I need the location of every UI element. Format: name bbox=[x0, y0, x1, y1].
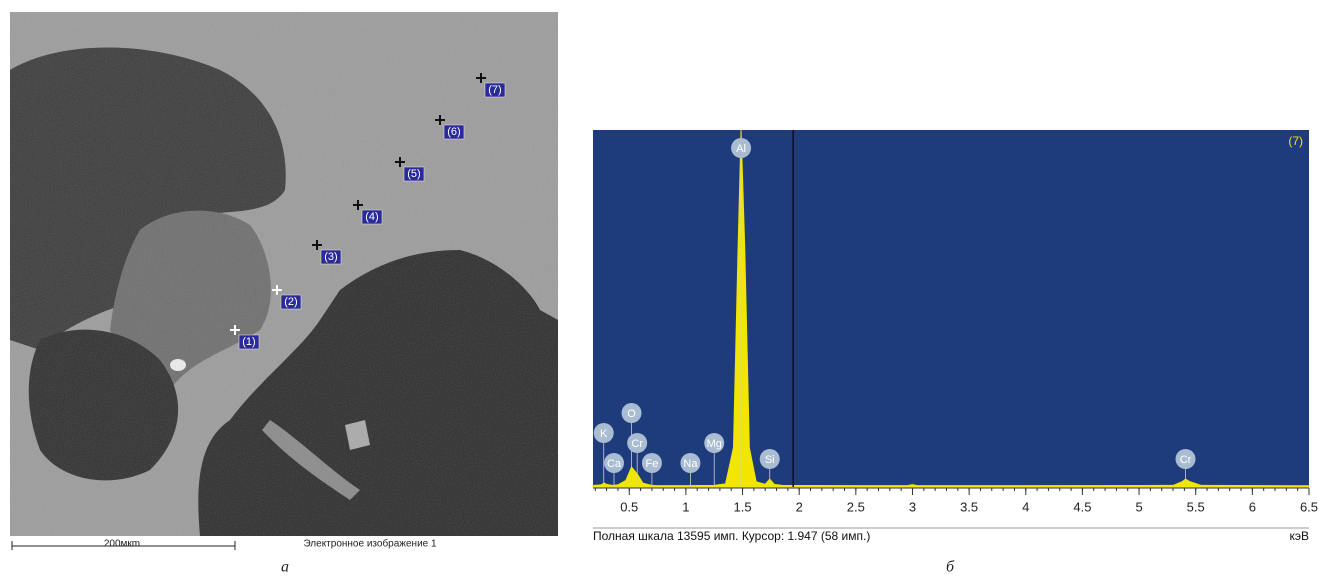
point-label: (7) bbox=[488, 84, 501, 96]
x-tick-label: 2.5 bbox=[847, 499, 865, 514]
x-tick-label: 3 bbox=[909, 499, 916, 514]
x-tick-label: 5.5 bbox=[1187, 499, 1205, 514]
element-label: Mg bbox=[707, 438, 722, 450]
plot-background bbox=[593, 130, 1309, 487]
element-label: O bbox=[627, 408, 636, 420]
sem-image bbox=[10, 12, 558, 536]
x-tick-label: 3.5 bbox=[960, 499, 978, 514]
element-label: Al bbox=[736, 143, 746, 155]
element-label: Fe bbox=[645, 458, 658, 470]
point-label: (1) bbox=[242, 336, 255, 348]
x-tick-label: 1.5 bbox=[734, 499, 752, 514]
x-tick-label: 5 bbox=[1135, 499, 1142, 514]
x-tick-label: 4 bbox=[1022, 499, 1029, 514]
x-tick-label: 2 bbox=[796, 499, 803, 514]
element-label: K bbox=[600, 428, 608, 440]
point-label: (3) bbox=[324, 251, 337, 263]
point-label: (4) bbox=[365, 211, 378, 223]
x-tick-label: 6.5 bbox=[1300, 499, 1318, 514]
element-label: Si bbox=[765, 454, 775, 466]
panel-label: а bbox=[281, 559, 289, 576]
element-label: Na bbox=[683, 458, 698, 470]
element-label: Ca bbox=[607, 458, 622, 470]
element-label: Cr bbox=[1180, 454, 1192, 466]
point-label: (6) bbox=[447, 126, 460, 138]
page: {"image": {"points": ["(1)", "(2)", "(3)… bbox=[0, 0, 1319, 576]
x-tick-label: 0.5 bbox=[620, 499, 638, 514]
x-tick-label: 4.5 bbox=[1073, 499, 1091, 514]
point-label: (2) bbox=[284, 296, 297, 308]
status-line: Полная шкала 13595 имп. Курсор: 1.947 (5… bbox=[593, 529, 870, 543]
corner-label: (7) bbox=[1288, 134, 1303, 148]
point-label: (5) bbox=[407, 168, 420, 180]
image-caption: Электронное изображение 1 bbox=[303, 538, 437, 550]
x-tick-label: 6 bbox=[1249, 499, 1256, 514]
x-unit: кэВ bbox=[1289, 529, 1309, 543]
figure: (1) (2) (3) (4) (5) (6) (7) 200мкm Электронное… bbox=[0, 0, 1319, 576]
element-label: Cr bbox=[631, 438, 643, 450]
x-tick-label: 1 bbox=[682, 499, 689, 514]
scale-bar-label: 200мкm bbox=[104, 539, 140, 550]
panel-label: б bbox=[946, 559, 955, 576]
